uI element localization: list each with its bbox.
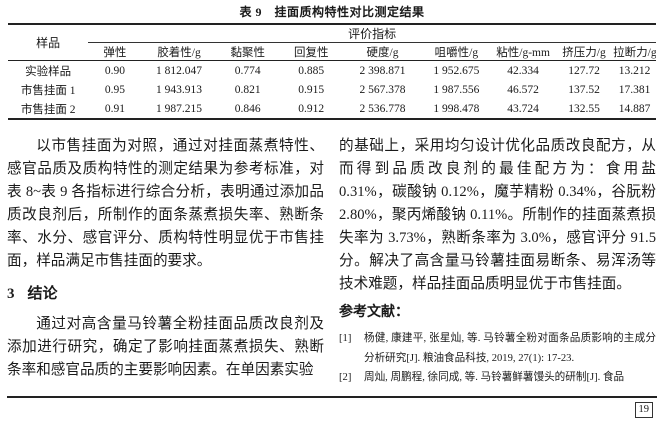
table-cell: 2 398.871 — [359, 64, 406, 77]
paragraph-analysis: 以市售挂面为对照，通过对挂面蒸煮特性、感官品质及质构特性的测定结果为参考标准，对… — [7, 138, 324, 269]
table-cell: 2 536.778 — [359, 102, 406, 115]
table-cell: 0.95 — [104, 83, 125, 96]
column-header-sample: 样品 — [8, 24, 89, 61]
references-heading: 参考文献： — [339, 305, 409, 320]
table-cell: 17.381 — [618, 83, 651, 96]
column-header-group: 评价指标 — [88, 24, 656, 43]
body-columns: 以市售挂面为对照，通过对挂面蒸煮特性、感官品质及质构特性的测定结果为参考标准，对… — [0, 135, 664, 388]
table-cell: 43.724 — [507, 102, 539, 115]
column-header: 弹性 — [88, 42, 142, 61]
texture-comparison-table: 样品 评价指标 弹性 胶着性/g 黏聚性 回复性 硬度/g 咀嚼性/g 粘性/g… — [8, 23, 656, 120]
table-cell: 0.885 — [298, 64, 325, 77]
table-cell-sample: 实验样品 — [25, 65, 72, 78]
section-title: 结论 — [27, 286, 58, 302]
section-number: 3 — [7, 286, 15, 302]
column-header: 回复性 — [278, 42, 344, 61]
right-column: 的基础上，采用均匀设计优化品质改良配方，从而得到品质改良剂的最佳配方为：食用盐 … — [339, 135, 656, 388]
column-header: 拉断力/g — [613, 42, 656, 61]
table-cell: 0.774 — [234, 64, 261, 77]
table-cell-sample: 市售挂面 1 — [20, 84, 76, 97]
table-cell: 1 943.913 — [156, 83, 203, 96]
left-column: 以市售挂面为对照，通过对挂面蒸煮特性、感官品质及质构特性的测定结果为参考标准，对… — [7, 135, 324, 388]
table-cell: 46.572 — [507, 83, 539, 96]
table-cell: 1 812.047 — [156, 64, 203, 77]
paragraph-formula: 的基础上，采用均匀设计优化品质改良配方，从而得到品质改良剂的最佳配方为：食用盐 … — [339, 138, 656, 292]
reference-number: [1] — [339, 333, 352, 344]
table-cell: 0.91 — [104, 102, 125, 115]
footer-rule — [7, 396, 657, 398]
table-cell-sample: 市售挂面 2 — [20, 103, 76, 116]
table-header-row-columns: 弹性 胶着性/g 黏聚性 回复性 硬度/g 咀嚼性/g 粘性/g-mm 挤压力/… — [8, 42, 656, 61]
table-cell: 137.52 — [568, 83, 600, 96]
table-cell: 42.334 — [507, 64, 539, 77]
table-caption: 表 9 挂面质构特性对比测定结果 — [239, 5, 425, 19]
column-header: 粘性/g-mm — [491, 42, 555, 61]
table-cell: 1 998.478 — [433, 102, 480, 115]
column-header: 胶着性/g — [141, 42, 217, 61]
reference-item: [2] 周灿, 周鹏程, 徐同成, 等. 马铃薯鲜薯馒头的研制[J]. 食品 — [339, 368, 656, 388]
column-header: 硬度/g — [343, 42, 422, 61]
column-header: 咀嚼性/g — [421, 42, 492, 61]
table-row: 市售挂面 1 0.95 1 943.913 0.821 0.915 2 567.… — [8, 80, 656, 100]
table-row: 市售挂面 2 0.91 1 987.215 0.846 0.912 2 536.… — [8, 100, 656, 120]
reference-text: 杨健, 康建平, 张星灿, 等. 马铃薯全粉对面条品质影响的主成分分析研究[J]… — [364, 333, 656, 364]
table-cell: 14.887 — [618, 102, 651, 115]
column-header: 黏聚性 — [216, 42, 279, 61]
column-header: 挤压力/g — [554, 42, 614, 61]
table-cell: 2 567.378 — [359, 83, 406, 96]
table-cell: 13.212 — [618, 64, 651, 77]
table-cell: 0.821 — [234, 83, 261, 96]
table-row: 实验样品 0.90 1 812.047 0.774 0.885 2 398.87… — [8, 61, 656, 81]
table-cell: 127.72 — [568, 64, 600, 77]
table-cell: 1 952.675 — [433, 64, 480, 77]
table-cell: 0.90 — [104, 64, 125, 77]
reference-number: [2] — [339, 372, 352, 383]
table-cell: 0.912 — [298, 102, 325, 115]
table-cell: 1 987.556 — [433, 83, 480, 96]
table-header-row-group: 样品 评价指标 — [8, 24, 656, 61]
table-cell: 0.846 — [234, 102, 261, 115]
table-cell: 132.55 — [568, 102, 600, 115]
reference-item: [1] 杨健, 康建平, 张星灿, 等. 马铃薯全粉对面条品质影响的主成分分析研… — [339, 329, 656, 368]
section-heading: 3 结论 — [7, 284, 324, 304]
table-cell: 0.915 — [298, 83, 325, 96]
page-number: 19 — [634, 402, 653, 418]
table-cell: 1 987.215 — [156, 102, 203, 115]
reference-text: 周灿, 周鹏程, 徐同成, 等. 马铃薯鲜薯馒头的研制[J]. 食品 — [364, 372, 625, 383]
paragraph-conclusion: 通过对高含量马铃薯全粉挂面品质改良剂及添加进行研究，确定了影响挂面蒸煮损失、熟断… — [7, 316, 324, 378]
